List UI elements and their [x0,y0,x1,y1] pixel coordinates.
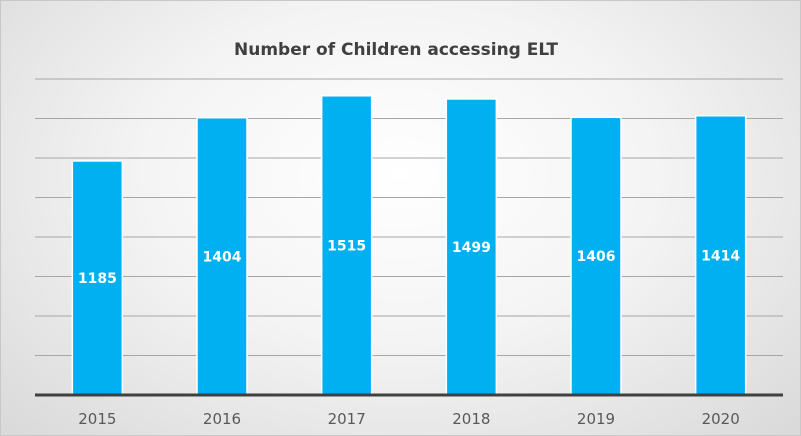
bar-series [71,95,747,396]
bar-2015 [71,160,124,396]
data-label-2018: 1499 [452,240,491,256]
chart-title: Number of Children accessing ELT [234,40,558,60]
bar-2020 [694,114,747,396]
bar-2018 [445,98,498,396]
bar-2019 [570,116,622,396]
x-tick-label-2020: 2020 [702,410,740,428]
gridlines [35,78,783,356]
x-tick-label-2019: 2019 [577,410,615,428]
x-tick-label-2018: 2018 [452,410,490,428]
data-label-2016: 1404 [203,249,242,265]
x-tick-label-2016: 2016 [203,410,241,428]
data-label-2015: 1185 [78,271,117,287]
bar-2017 [320,95,373,396]
x-axis-tick-labels: 2015 2016 2017 2018 2019 2020 [78,410,740,428]
data-label-2019: 1406 [577,249,616,265]
data-label-2017: 1515 [327,238,366,254]
data-label-2020: 1414 [701,248,740,264]
x-tick-label-2017: 2017 [328,410,366,428]
x-tick-label-2015: 2015 [78,410,116,428]
data-labels: 1185 1404 1515 1499 1406 1414 [78,238,741,287]
